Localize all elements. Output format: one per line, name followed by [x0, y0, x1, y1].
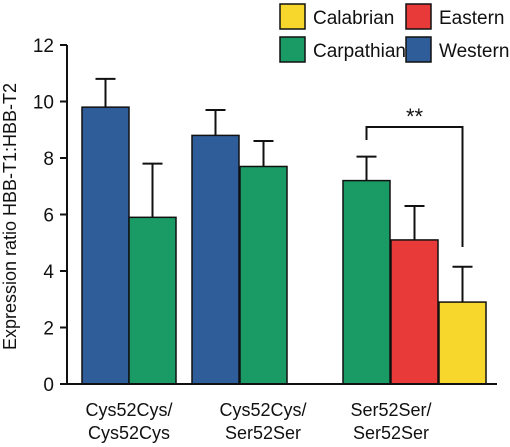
x-category-label: Cys52Cys/ [85, 400, 172, 420]
bars [81, 106, 487, 385]
y-tick-label: 2 [43, 319, 54, 340]
x-category-label: Ser52Ser/ [350, 400, 431, 420]
bar-carpathian [128, 216, 177, 385]
significance-bracket-line [365, 126, 464, 247]
x-category-label: Cys52Cys/ [219, 400, 306, 420]
x-category-label: Cys52Cys [88, 423, 170, 443]
y-tick-label: 8 [43, 149, 54, 170]
significance-bracket: ** [365, 104, 464, 247]
x-category-labels: Cys52Cys/Cys52Cys Cys52Cys/Ser52Ser Ser52S… [85, 400, 431, 443]
error-bars [95, 77, 473, 303]
legend-label-eastern: Eastern [439, 8, 504, 29]
legend-label-western: Western [439, 41, 509, 62]
x-category-label: Ser52Ser [225, 423, 301, 443]
bar-carpathian [239, 165, 288, 385]
bar-carpathian [342, 179, 391, 385]
bar-western [191, 134, 240, 385]
y-tick-label: 0 [43, 375, 54, 396]
y-tick-label: 12 [33, 36, 54, 57]
legend-label-carpathian: Carpathian [313, 41, 406, 62]
legend-swatch-western [405, 36, 432, 63]
y-tick-label: 6 [43, 206, 54, 227]
y-ticks: 0 2 4 6 8 10 12 [33, 36, 67, 396]
bar-western [81, 106, 130, 385]
y-tick-label: 10 [33, 93, 54, 114]
legend-swatch-carpathian [279, 36, 306, 63]
y-axis-title: Expression ratio HBB-T1:HBB-T2 [0, 83, 20, 350]
bar-calabrian [438, 301, 487, 385]
legend-swatch-calabrian [279, 3, 306, 30]
legend-label-calabrian: Calabrian [313, 8, 394, 29]
legend-swatch-eastern [405, 3, 432, 30]
significance-label: ** [406, 104, 424, 129]
y-tick-label: 4 [43, 262, 54, 283]
bar-eastern [390, 239, 439, 385]
x-category-label: Ser52Ser [353, 423, 429, 443]
legend: Calabrian Eastern Carpathian Western [279, 3, 509, 63]
